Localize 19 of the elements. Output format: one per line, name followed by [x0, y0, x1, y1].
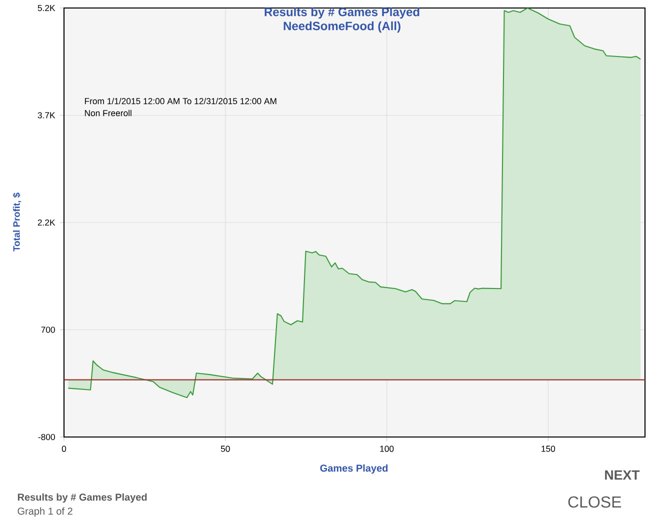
- y-axis-title: Total Profit, $: [12, 192, 22, 252]
- x-tick-label: 150: [542, 446, 556, 452]
- text: CLOSE: [568, 496, 622, 508]
- text: Results by # Games Played: [18, 493, 147, 503]
- x-tick-label: 0: [62, 446, 66, 452]
- annotation: From 1/1/2015 12:00 AM To 12/31/2015 12:00 AM: [84, 98, 276, 104]
- y-tick-label: 700: [41, 326, 55, 333]
- y-tick-label: 5.2K: [38, 4, 56, 12]
- chart-title: Results by # Games Played: [264, 7, 420, 19]
- x-axis-title: Games Played: [320, 464, 388, 474]
- x-tick-label: 100: [380, 446, 394, 452]
- annotation: Non Freeroll: [84, 110, 132, 116]
- text: NeedSomeFood (All): [284, 21, 400, 33]
- caption: Graph 1 of 2: [18, 507, 72, 517]
- y-tick-label: 2.2K: [38, 219, 56, 226]
- y-tick-label: 3.7K: [38, 112, 56, 118]
- text: NEXT: [605, 470, 640, 480]
- x-tick-label: 50: [220, 446, 230, 452]
- y-tick-label: -800: [38, 434, 55, 440]
